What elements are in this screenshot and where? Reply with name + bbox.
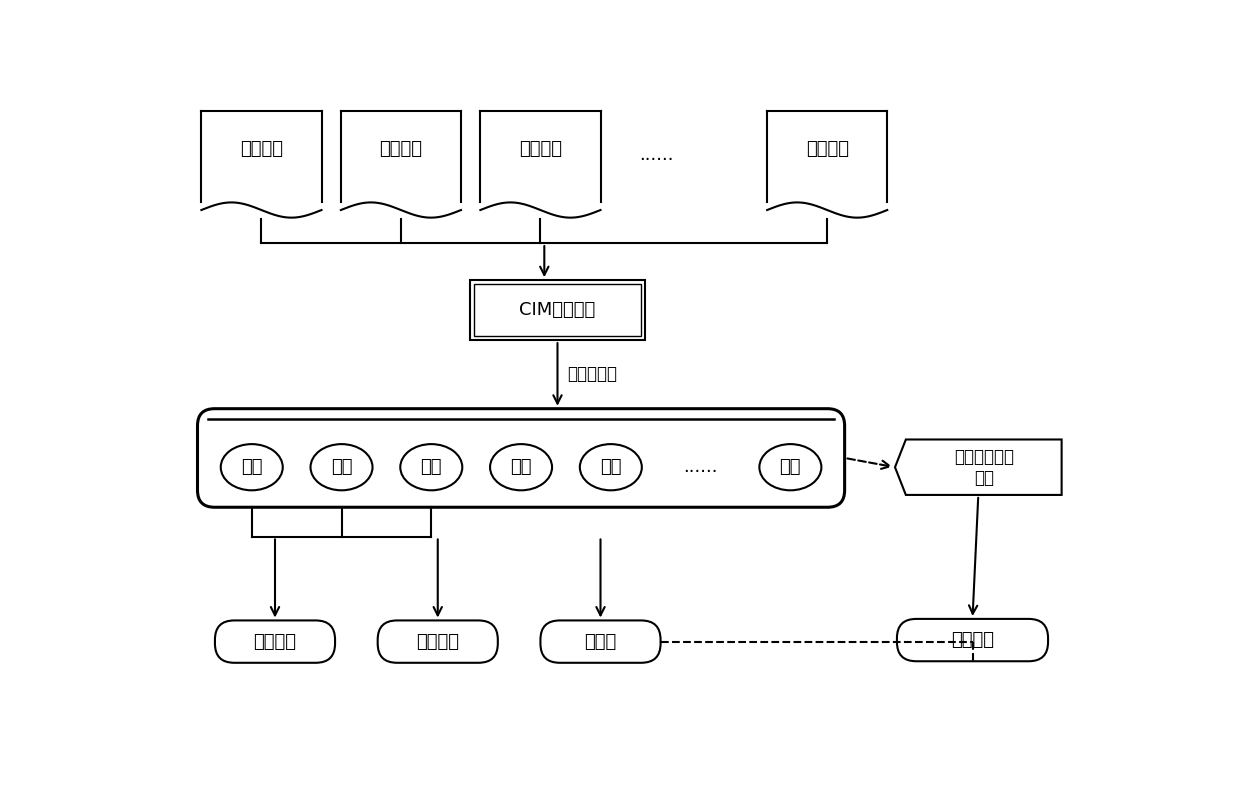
Bar [767,111,887,202]
Text: 刀闸: 刀闸 [600,458,622,476]
Text: 模型文件: 模型文件 [379,140,422,158]
Ellipse shape [491,444,553,491]
Text: 负荷: 负荷 [779,458,802,476]
Text: 基本属性: 基本属性 [254,633,296,650]
Bar [481,111,601,202]
Ellipse shape [221,444,282,491]
Polygon shape [895,440,1062,495]
Text: 设备连接关系
汇总: 设备连接关系 汇总 [954,448,1014,487]
Text: 模型文件: 模型文件 [805,140,849,158]
Text: 线段: 线段 [510,458,532,476]
Text: 映射到内存: 映射到内存 [567,366,617,383]
Text: 厂站: 厂站 [331,458,352,476]
Bar [202,111,321,202]
FancyBboxPatch shape [540,621,660,663]
FancyBboxPatch shape [378,621,498,663]
Text: 馈线: 馈线 [242,458,263,476]
Bar [471,280,644,341]
Ellipse shape [760,444,821,491]
Ellipse shape [580,444,642,491]
Ellipse shape [311,444,373,491]
Text: 关联属性: 关联属性 [416,633,460,650]
Text: 开关: 开关 [420,458,442,476]
Bar [475,284,641,337]
FancyBboxPatch shape [197,408,845,508]
Text: 模型文件: 模型文件 [240,140,282,158]
Text: 连接点: 连接点 [585,633,617,650]
Text: CIM模型标准: CIM模型标准 [519,301,596,319]
Text: 模型文件: 模型文件 [519,140,563,158]
Text: ......: ...... [684,458,717,476]
Bar [341,111,461,202]
FancyBboxPatch shape [214,621,335,663]
Text: ......: ...... [639,145,674,164]
FancyBboxPatch shape [897,619,1048,661]
Ellipse shape [400,444,462,491]
Text: 拓扑关系: 拓扑关系 [952,631,994,649]
